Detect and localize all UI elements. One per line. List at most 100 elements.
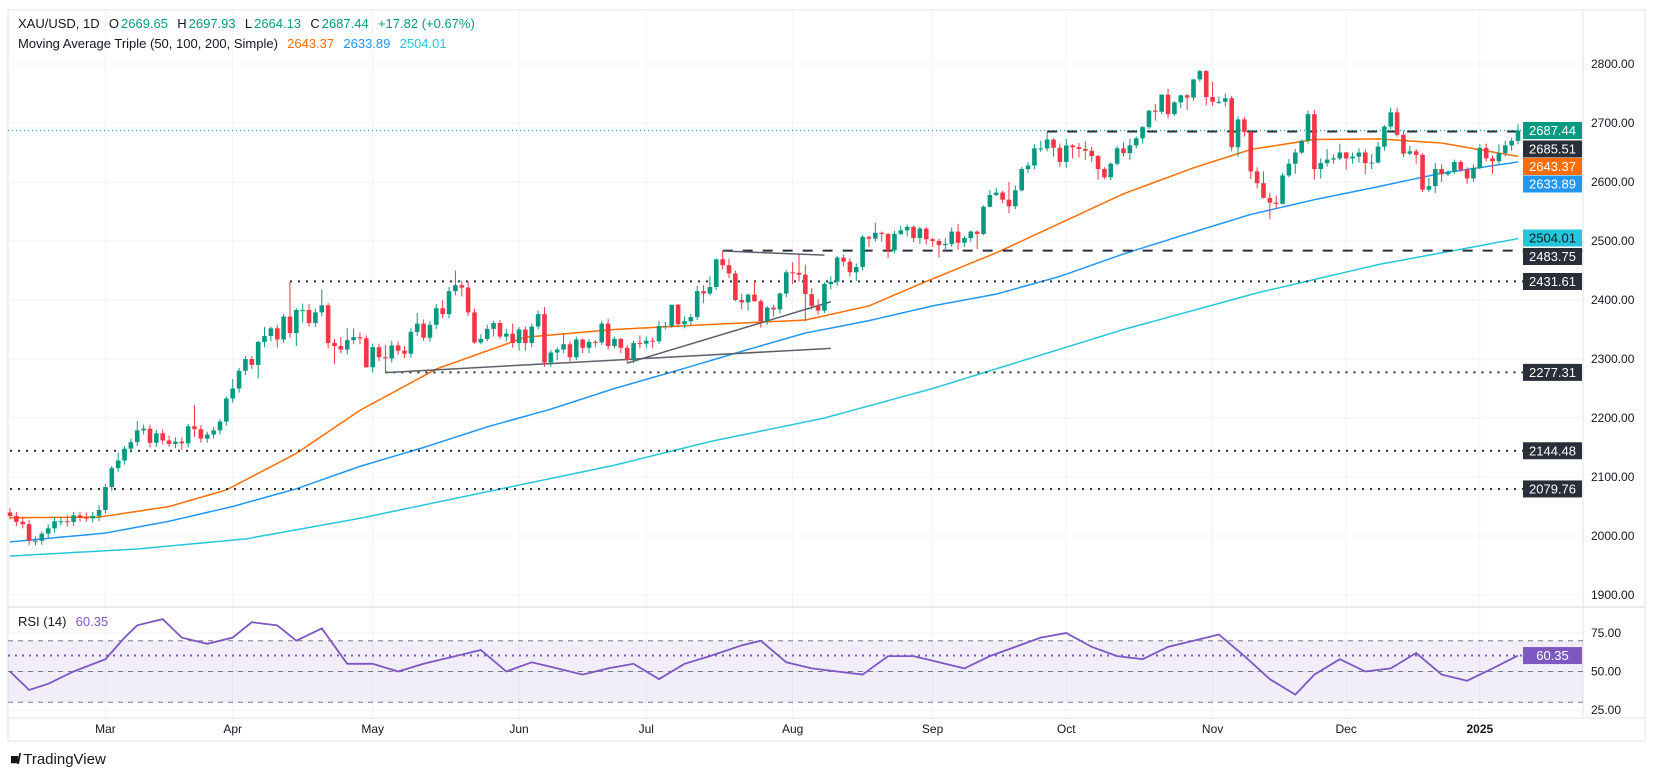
candle-up — [1146, 110, 1152, 129]
candle-up — [58, 517, 64, 526]
candle-down — [383, 344, 388, 373]
candle-body — [84, 517, 89, 519]
candle-up — [39, 531, 45, 545]
candle-up — [822, 282, 827, 313]
price-tick-label: 2300.00 — [1591, 352, 1635, 366]
candle-up — [612, 336, 617, 349]
rsi-title[interactable]: RSI (14) — [18, 614, 67, 629]
candle-up — [408, 328, 414, 358]
candle-up — [236, 367, 242, 393]
candle-body — [917, 228, 923, 239]
candle-down — [542, 307, 547, 367]
candle-body — [1235, 119, 1241, 148]
candle-up — [535, 310, 541, 330]
candle-down — [911, 225, 916, 243]
candle-down — [567, 341, 573, 362]
candle-body — [185, 426, 191, 444]
candle-body — [1515, 130, 1521, 141]
candle-down — [618, 337, 624, 354]
candle-down — [720, 251, 725, 270]
candle-body — [1019, 169, 1024, 191]
candle-up — [1108, 162, 1114, 181]
candle-down — [26, 520, 32, 545]
price-tick-label: 2500.00 — [1591, 234, 1635, 248]
rsi-line — [9, 618, 1519, 696]
candle-up — [45, 524, 51, 538]
symbol-title[interactable]: XAU/USD, 1D — [18, 16, 100, 31]
price-label-2685-51: 2685.51 — [1523, 140, 1582, 158]
candle-body — [669, 304, 675, 326]
candle-up — [853, 263, 859, 282]
candle-up — [1172, 101, 1177, 116]
candle-down — [1229, 95, 1234, 152]
candle-up — [224, 396, 229, 426]
ma-title[interactable]: Moving Average Triple (50, 100, 200, Sim… — [18, 36, 278, 51]
candle-down — [593, 340, 598, 348]
rsi-tick-label: 25.00 — [1591, 703, 1621, 717]
candle-up — [1375, 141, 1381, 164]
candle-up — [414, 312, 420, 336]
candle-body — [313, 312, 318, 324]
candle-body — [427, 324, 433, 338]
candle-up — [688, 314, 694, 325]
candle-body — [224, 398, 229, 422]
chart-frame — [7, 9, 1646, 742]
price-label-2687-44-text: 2687.44 — [1529, 123, 1576, 138]
candle-up — [478, 334, 484, 345]
candle-down — [1095, 154, 1101, 180]
candle-up — [351, 328, 356, 345]
candle-body — [1407, 151, 1413, 154]
candle-body — [1121, 148, 1126, 154]
price-label-2483-75-bg — [1523, 248, 1582, 265]
price-tick-label: 2800.00 — [1591, 57, 1635, 71]
candle-down — [395, 341, 401, 355]
candle-up — [185, 423, 191, 448]
time-tick-label: Nov — [1202, 722, 1223, 736]
candle-down — [1242, 117, 1247, 137]
candle-up — [669, 304, 675, 328]
candle-body — [236, 370, 242, 389]
candle-body — [453, 285, 458, 292]
candle-down — [1420, 153, 1425, 193]
tradingview-logo[interactable]: ■/ TradingView — [10, 751, 106, 768]
candle-down — [701, 285, 706, 303]
candle-up — [204, 431, 210, 443]
candle-body — [771, 307, 776, 310]
candle-up — [294, 308, 299, 347]
candle-body — [682, 321, 687, 325]
candle-up — [573, 336, 579, 361]
candle-body — [624, 347, 630, 361]
candle-body — [160, 433, 166, 441]
candle-body — [370, 347, 375, 368]
candle-down — [771, 304, 776, 317]
candle-body — [52, 521, 57, 529]
price-label-2277-31: 2277.31 — [1523, 363, 1582, 381]
candle-down — [472, 308, 477, 344]
candle-up — [828, 276, 834, 290]
candle-body — [402, 350, 407, 354]
candle-up — [173, 437, 178, 449]
candle-body — [567, 344, 573, 358]
candle-down — [866, 235, 872, 247]
candle-body — [943, 243, 948, 246]
candle-up — [344, 328, 350, 355]
ma-line-ma200 — [9, 237, 1519, 557]
candle-body — [516, 329, 522, 344]
candle-down — [1483, 143, 1489, 162]
candle-body — [504, 333, 509, 337]
rsi-legend: RSI (14) 60.35 — [18, 614, 110, 629]
candle-down — [440, 300, 445, 319]
candle-down — [580, 338, 585, 354]
candle-up — [109, 465, 115, 492]
candle-up — [1280, 173, 1285, 205]
high-value: 2697.93 — [188, 16, 236, 31]
candle-up — [1292, 148, 1298, 174]
candle-down — [885, 233, 891, 259]
candle-body — [1369, 162, 1374, 164]
candle-down — [1362, 148, 1368, 175]
candle-body — [663, 325, 668, 327]
candle-body — [1165, 94, 1171, 115]
candle-up — [491, 320, 496, 337]
candle-body — [1248, 131, 1254, 172]
